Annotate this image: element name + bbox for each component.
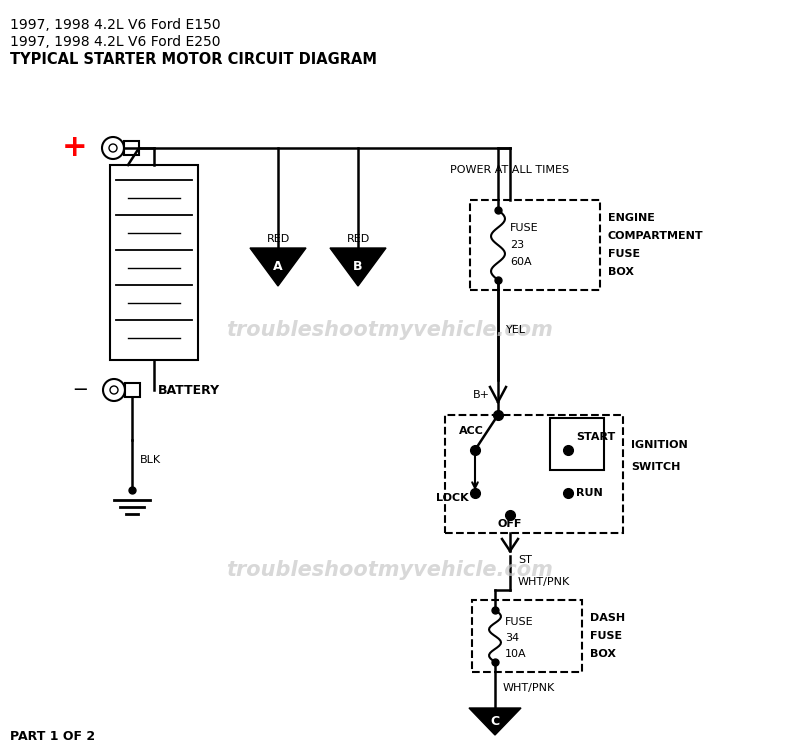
- Text: POWER AT ALL TIMES: POWER AT ALL TIMES: [450, 165, 570, 175]
- Text: troubleshootmyvehicle.com: troubleshootmyvehicle.com: [226, 560, 554, 580]
- Text: TYPICAL STARTER MOTOR CIRCUIT DIAGRAM: TYPICAL STARTER MOTOR CIRCUIT DIAGRAM: [10, 52, 377, 67]
- Bar: [125, 383, 140, 397]
- Text: BLK: BLK: [140, 455, 161, 465]
- Text: RUN: RUN: [576, 488, 602, 498]
- Text: B: B: [354, 260, 362, 274]
- Text: FUSE: FUSE: [510, 223, 538, 233]
- Text: FUSE: FUSE: [590, 631, 622, 641]
- Text: 1997, 1998 4.2L V6 Ford E150: 1997, 1998 4.2L V6 Ford E150: [10, 18, 221, 32]
- Bar: [470, 200, 600, 290]
- Text: +: +: [62, 134, 88, 163]
- Polygon shape: [250, 248, 306, 286]
- Bar: [124, 141, 139, 155]
- Circle shape: [102, 137, 124, 159]
- Text: SWITCH: SWITCH: [631, 462, 680, 472]
- Text: IGNITION: IGNITION: [631, 440, 688, 450]
- Text: ENGINE: ENGINE: [608, 213, 655, 223]
- Bar: [110, 165, 198, 360]
- Text: ACC: ACC: [458, 426, 483, 436]
- Text: 1997, 1998 4.2L V6 Ford E250: 1997, 1998 4.2L V6 Ford E250: [10, 35, 221, 49]
- Text: FUSE: FUSE: [505, 617, 534, 627]
- Text: B+: B+: [473, 390, 490, 400]
- Text: 60A: 60A: [510, 257, 532, 267]
- Text: PART 1 OF 2: PART 1 OF 2: [10, 730, 95, 743]
- Circle shape: [103, 379, 125, 401]
- Text: troubleshootmyvehicle.com: troubleshootmyvehicle.com: [226, 320, 554, 340]
- Text: C: C: [490, 715, 499, 728]
- Bar: [445, 415, 623, 533]
- Text: A: A: [273, 260, 283, 274]
- Circle shape: [110, 386, 118, 394]
- Text: WHT/PNK: WHT/PNK: [518, 577, 570, 587]
- Text: BOX: BOX: [608, 267, 634, 277]
- Text: RED: RED: [346, 234, 370, 244]
- Text: RED: RED: [266, 234, 290, 244]
- Text: 10A: 10A: [505, 649, 526, 659]
- Text: ─: ─: [74, 380, 86, 400]
- Bar: [550, 418, 604, 470]
- Text: ST: ST: [518, 555, 532, 565]
- Text: OFF: OFF: [498, 519, 522, 529]
- Text: DASH: DASH: [590, 613, 625, 623]
- Circle shape: [109, 144, 117, 152]
- Polygon shape: [469, 708, 521, 735]
- Text: WHT/PNK: WHT/PNK: [503, 683, 555, 693]
- Text: YEL: YEL: [506, 325, 526, 335]
- Text: LOCK: LOCK: [436, 493, 469, 503]
- Text: START: START: [576, 432, 615, 442]
- Text: BATTERY: BATTERY: [158, 383, 220, 397]
- Text: FUSE: FUSE: [608, 249, 640, 259]
- Text: COMPARTMENT: COMPARTMENT: [608, 231, 704, 241]
- Bar: [472, 600, 582, 672]
- Polygon shape: [330, 248, 386, 286]
- Text: 34: 34: [505, 633, 519, 643]
- Text: 23: 23: [510, 240, 524, 250]
- Text: BOX: BOX: [590, 649, 616, 659]
